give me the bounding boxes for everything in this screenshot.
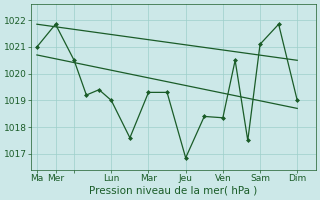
X-axis label: Pression niveau de la mer( hPa ): Pression niveau de la mer( hPa ) bbox=[90, 186, 258, 196]
